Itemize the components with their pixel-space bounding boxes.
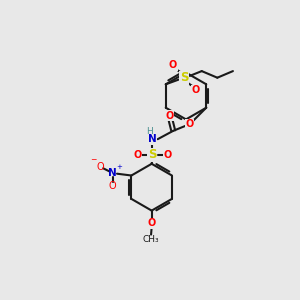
Text: H: H [146, 127, 153, 136]
Text: O: O [163, 150, 171, 160]
Text: O: O [148, 218, 156, 228]
Text: O: O [169, 60, 177, 70]
Text: O: O [186, 119, 194, 129]
Text: N: N [108, 168, 117, 178]
Text: O: O [96, 161, 104, 172]
Text: +: + [116, 164, 122, 170]
Text: −: − [90, 155, 97, 164]
Text: CH₃: CH₃ [143, 236, 159, 244]
Text: O: O [109, 181, 117, 191]
Text: N: N [148, 134, 157, 144]
Text: S: S [180, 71, 189, 84]
Text: O: O [133, 150, 141, 160]
Text: O: O [166, 110, 174, 121]
Text: S: S [148, 148, 157, 161]
Text: O: O [192, 85, 200, 95]
